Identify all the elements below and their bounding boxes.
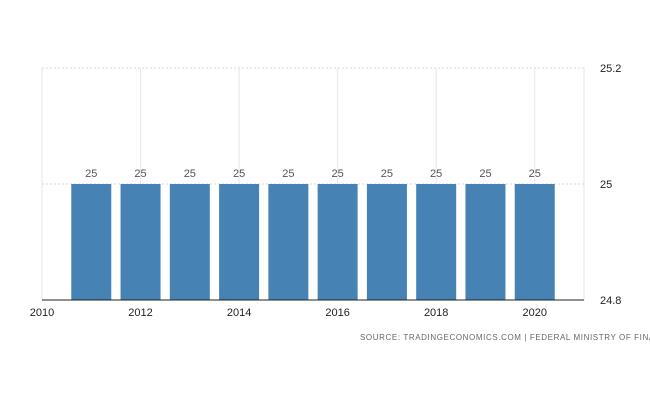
- bar: [120, 184, 161, 300]
- bar: [71, 184, 112, 300]
- bar: [366, 184, 407, 300]
- data-label: 25: [529, 168, 541, 180]
- x-tick-label: 2020: [522, 307, 546, 319]
- x-tick-label: 2012: [128, 307, 152, 319]
- bar: [465, 184, 506, 300]
- data-label: 25: [184, 168, 196, 180]
- bar: [514, 184, 555, 300]
- data-label: 25: [381, 168, 393, 180]
- bars: [71, 184, 555, 300]
- y-tick-label: 24.8: [600, 295, 621, 307]
- x-tick-label: 2016: [325, 307, 349, 319]
- y-tick-label: 25: [600, 179, 612, 191]
- source-note: SOURCE: TRADINGECONOMICS.COM | FEDERAL M…: [360, 333, 650, 342]
- data-label: 25: [479, 168, 491, 180]
- bar: [169, 184, 210, 300]
- x-tick-labels: 2010 2012 2014 2016 2018 2020: [30, 307, 547, 319]
- data-label: 25: [85, 168, 97, 180]
- data-label: 25: [282, 168, 294, 180]
- bar: [219, 184, 260, 300]
- data-label: 25: [134, 168, 146, 180]
- x-tick-label: 2014: [227, 307, 251, 319]
- bar: [317, 184, 358, 300]
- y-tick-labels: 24.8 25 25.2: [600, 63, 621, 307]
- y-tick-label: 25.2: [600, 63, 621, 75]
- x-tick-label: 2018: [424, 307, 448, 319]
- data-label: 25: [430, 168, 442, 180]
- bar: [416, 184, 457, 300]
- bar: [268, 184, 309, 300]
- data-labels: 25 25 25 25 25 25 25 25 25 25: [85, 168, 541, 180]
- data-label: 25: [332, 168, 344, 180]
- x-tick-label: 2010: [30, 307, 54, 319]
- data-label: 25: [233, 168, 245, 180]
